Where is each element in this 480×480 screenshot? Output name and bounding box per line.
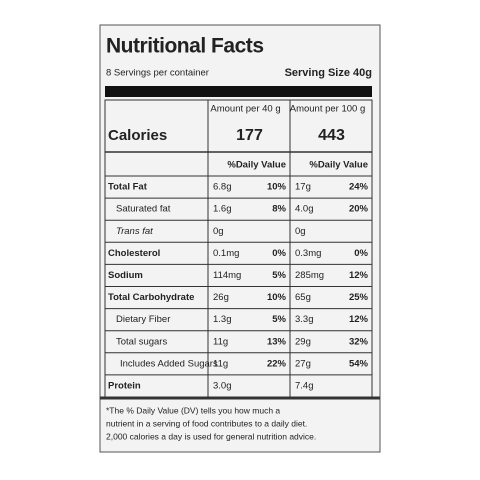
daily-value: 20% — [349, 204, 369, 215]
amount: 3.3g — [295, 314, 314, 325]
amount: 17g — [295, 182, 311, 193]
servings: 8 Servings per container — [106, 68, 209, 79]
daily-value: 0% — [272, 248, 286, 259]
nutrient-label: Protein — [108, 380, 141, 391]
amount: 11g — [213, 336, 228, 347]
calories-value: 177 — [236, 127, 263, 144]
thick-bar — [105, 86, 372, 97]
calories-value: 443 — [318, 127, 345, 144]
amount: 3.0g — [213, 380, 232, 391]
amount: 27g — [295, 358, 311, 369]
amount: 65g — [295, 292, 311, 303]
amount: 0g — [295, 226, 306, 237]
daily-value: 22% — [267, 358, 287, 369]
daily-value: 13% — [267, 336, 287, 347]
amount: 11g — [213, 358, 228, 369]
amount: 29g — [295, 336, 311, 347]
dv-header: %Daily Value — [227, 160, 286, 171]
nutrient-label: Cholesterol — [108, 248, 160, 259]
dv-header: %Daily Value — [309, 160, 368, 171]
daily-value: 12% — [349, 270, 369, 281]
nutrient-label: Includes Added Sugars — [120, 358, 218, 369]
daily-value: 0% — [354, 248, 368, 259]
amount: 0g — [213, 226, 224, 237]
column-header: Amount per 40 g — [210, 104, 280, 115]
daily-value: 12% — [349, 314, 369, 325]
amount: 6.8g — [213, 182, 232, 193]
amount: 1.6g — [213, 204, 232, 215]
footnote-line: *The % Daily Value (DV) tells you how mu… — [106, 405, 280, 415]
amount: 114mg — [213, 270, 241, 281]
nutrient-label: Dietary Fiber — [116, 314, 170, 325]
daily-value: 24% — [349, 182, 369, 193]
daily-value: 10% — [267, 182, 287, 193]
amount: 7.4g — [295, 380, 314, 391]
daily-value: 54% — [349, 358, 369, 369]
daily-value: 10% — [267, 292, 287, 303]
label-title: Nutritional Facts — [106, 35, 264, 58]
amount: 0.1mg — [213, 248, 239, 259]
footnote-line: 2,000 calories a day is used for general… — [106, 431, 316, 441]
amount: 285mg — [295, 270, 324, 281]
amount: 26g — [213, 292, 229, 303]
nutrient-label: Total sugars — [116, 336, 167, 347]
daily-value: 5% — [272, 270, 286, 281]
nutrient-label: Total Fat — [108, 182, 148, 193]
amount: 1.3g — [213, 314, 232, 325]
serving-size: Serving Size 40g — [285, 67, 372, 79]
nutrient-label: Total Carbohydrate — [108, 292, 194, 303]
column-header: Amount per 100 g — [290, 104, 366, 115]
amount: 4.0g — [295, 204, 314, 215]
daily-value: 25% — [349, 292, 369, 303]
nutrient-label: Trans fat — [116, 226, 153, 237]
amount: 0.3mg — [295, 248, 321, 259]
footnote-line: nutrient in a serving of food contribute… — [106, 418, 307, 428]
daily-value: 8% — [272, 204, 286, 215]
calories-label: Calories — [108, 127, 167, 144]
nutrient-label: Sodium — [108, 270, 143, 281]
daily-value: 32% — [349, 336, 369, 347]
nutrient-label: Saturated fat — [116, 204, 171, 215]
daily-value: 5% — [272, 314, 286, 325]
